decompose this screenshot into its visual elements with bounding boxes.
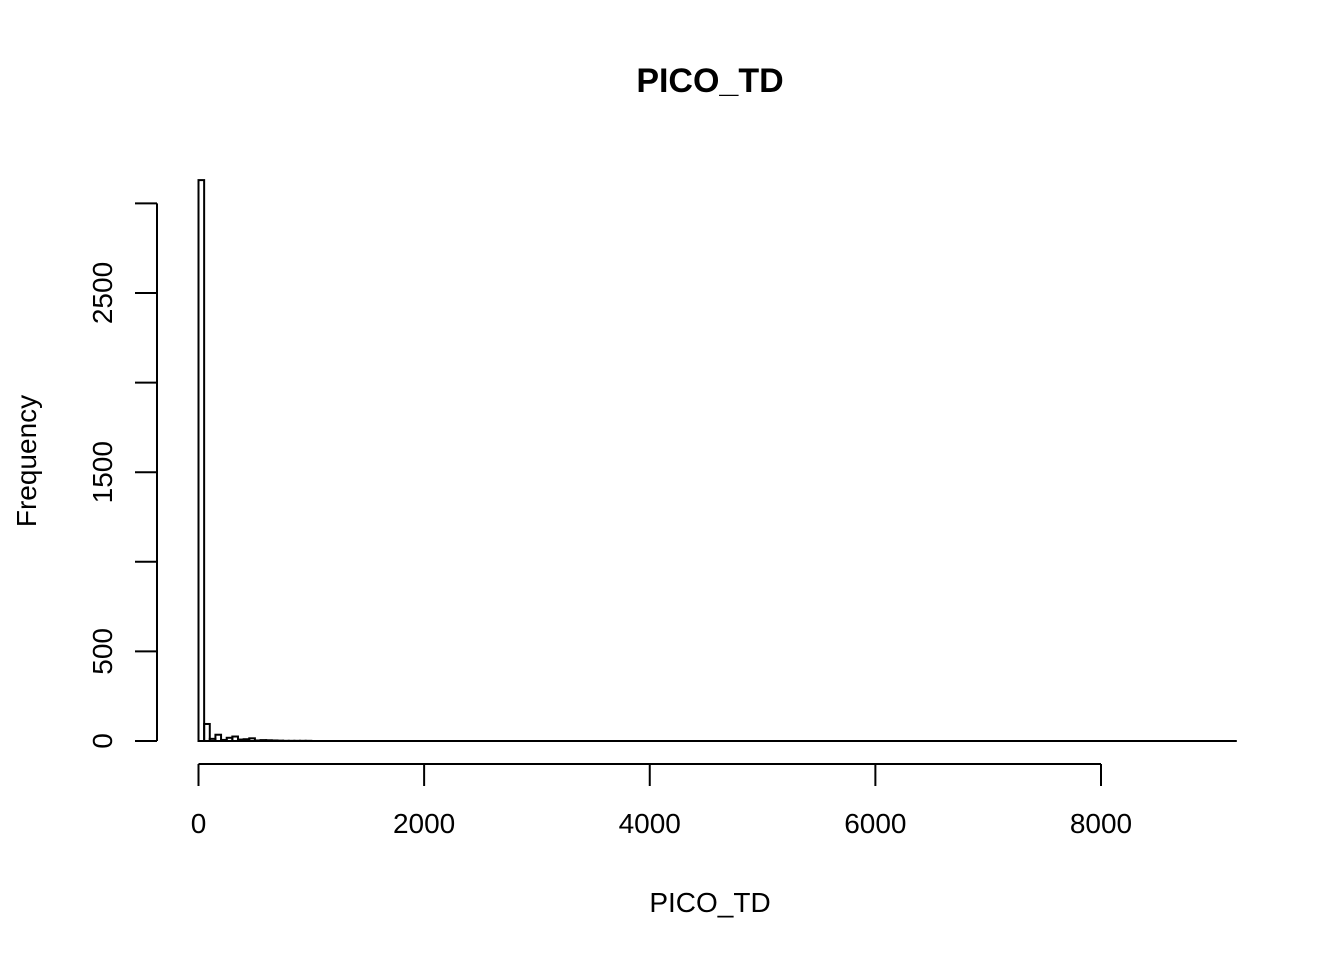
- y-axis: 0 500 1500 2500: [87, 202, 158, 749]
- x-axis-label: PICO_TD: [649, 887, 770, 918]
- x-tick-label: 6000: [844, 808, 906, 839]
- x-tick-label: 2000: [393, 808, 455, 839]
- bars-group: [197, 179, 1237, 743]
- y-tick-label: 1500: [87, 441, 118, 503]
- y-tick-label: 0: [87, 733, 118, 749]
- histogram-bar: [214, 733, 223, 743]
- x-tick-label: 4000: [619, 808, 681, 839]
- x-tick-label: 8000: [1070, 808, 1132, 839]
- histogram-bar: [203, 722, 211, 743]
- x-tick-label: 0: [191, 808, 207, 839]
- y-tick-label: 2500: [87, 262, 118, 324]
- histogram-bar: [197, 179, 206, 742]
- chart-title: PICO_TD: [636, 62, 783, 100]
- x-axis: 0 2000 4000 6000 8000: [191, 763, 1132, 839]
- y-tick-label: 500: [87, 628, 118, 675]
- y-axis-label: Frequency: [11, 395, 42, 527]
